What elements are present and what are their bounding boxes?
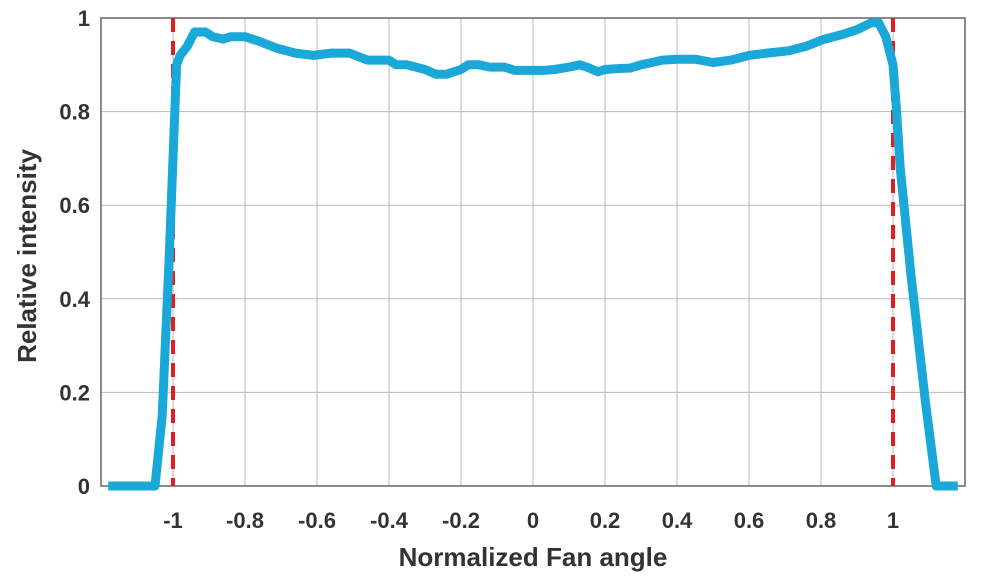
x-tick-label: -0.2 (442, 508, 480, 533)
grid (101, 17, 965, 487)
y-tick-label: 0.6 (59, 193, 90, 218)
x-tick-label: -0.6 (298, 508, 336, 533)
x-tick-label: 1 (887, 508, 899, 533)
x-tick-label: 0.6 (734, 508, 765, 533)
y-tick-label: 0.8 (59, 100, 90, 125)
y-axis-label: Relative intensity (12, 149, 42, 363)
x-tick-label: 0.8 (806, 508, 837, 533)
y-tick-label: 0 (78, 474, 90, 499)
x-tick-labels: -1 -0.8 -0.6 -0.4 -0.2 0 0.2 0.4 0.6 0.8 1 (163, 508, 899, 533)
x-tick-label: 0 (527, 508, 539, 533)
x-tick-label: 0.2 (590, 508, 621, 533)
x-tick-label: -0.4 (370, 508, 409, 533)
x-axis-label: Normalized Fan angle (399, 542, 668, 572)
x-tick-label: -1 (163, 508, 183, 533)
x-tick-label: -0.8 (226, 508, 264, 533)
y-tick-labels: 0 0.2 0.4 0.6 0.8 1 (59, 6, 90, 499)
y-tick-label: 1 (78, 6, 90, 31)
y-tick-label: 0.4 (59, 287, 90, 312)
x-tick-label: 0.4 (662, 508, 693, 533)
series-layer (108, 18, 958, 491)
plot-frame (100, 17, 966, 487)
y-tick-label: 0.2 (59, 380, 90, 405)
series-line (108, 18, 958, 491)
